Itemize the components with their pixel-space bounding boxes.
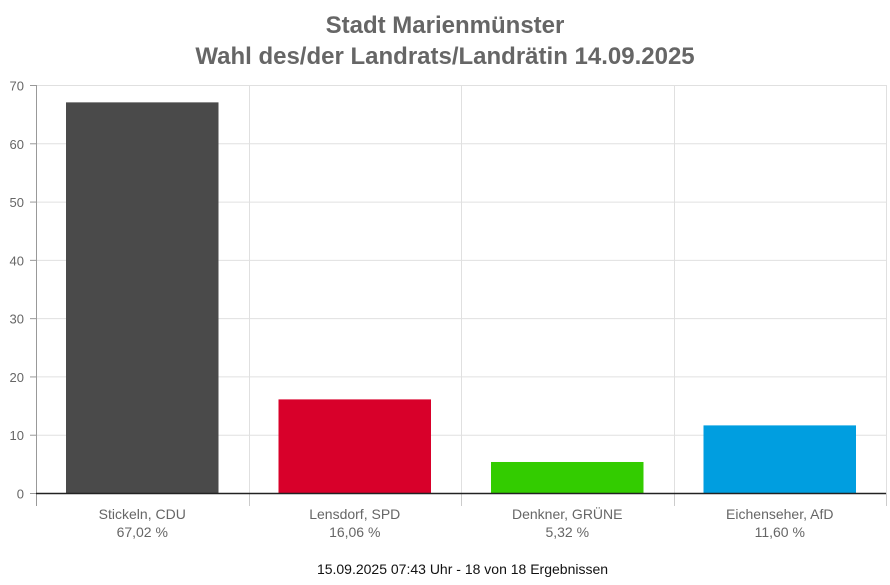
y-tick-label: 40 — [10, 253, 24, 268]
x-category-label: Eichenseher, AfD — [726, 506, 833, 522]
y-tick-label: 50 — [10, 195, 24, 210]
y-tick-label: 70 — [10, 79, 24, 94]
title-line-2: Wahl des/der Landrats/Landrätin 14.09.20… — [195, 43, 695, 70]
y-tick-label: 30 — [10, 312, 24, 327]
title-line-1: Stadt Marienmünster — [325, 12, 565, 39]
bar-value-label: 11,60 % — [755, 524, 805, 540]
y-tick-label: 0 — [17, 487, 24, 502]
y-tick-label: 20 — [10, 370, 24, 385]
bar-2 — [278, 399, 431, 493]
chart-title: Stadt Marienmünster Wahl des/der Landrat… — [0, 10, 890, 72]
bar-4 — [703, 425, 856, 493]
bar-value-label: 5,32 % — [545, 524, 589, 540]
footer-status: 15.09.2025 07:43 Uhr - 18 von 18 Ergebni… — [316, 561, 609, 577]
y-tick-label: 60 — [10, 137, 24, 152]
x-category-label: Denkner, GRÜNE — [512, 505, 622, 522]
y-tick-label: 10 — [10, 428, 24, 443]
bar-1 — [66, 102, 219, 493]
bar-3 — [491, 461, 644, 493]
bar-value-label: 67,02 % — [117, 524, 168, 540]
bar-value-label: 16,06 % — [329, 524, 380, 540]
x-category-label: Stickeln, CDU — [99, 506, 186, 522]
x-category-label: Lensdorf, SPD — [309, 506, 400, 522]
